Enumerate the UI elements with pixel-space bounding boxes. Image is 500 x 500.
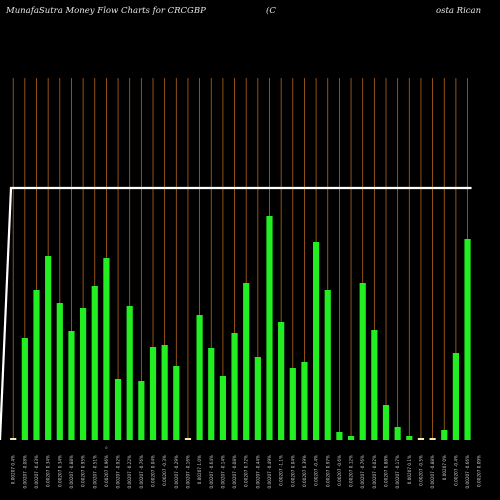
- bar: [91, 286, 98, 440]
- bar: [68, 331, 75, 440]
- bar: [254, 357, 261, 440]
- x-tick-label: 0.00207 -0.08%: [22, 455, 27, 488]
- chart-title-left: MunafaSutra Money Flow Charts for CRCGBP: [6, 6, 206, 16]
- bar: [441, 430, 448, 440]
- bar: [371, 330, 378, 440]
- x-tick-label: 0.00207 -0.29%: [174, 455, 179, 488]
- bar: [382, 405, 390, 440]
- bar: [33, 290, 40, 440]
- x-tick-label: 0.00207 -0.4%: [453, 455, 458, 486]
- chart-title-right: osta Rican: [436, 6, 482, 16]
- x-tick-label: 0.00207 -0.44%: [255, 455, 260, 488]
- bar: [278, 322, 285, 440]
- x-marker-label: 0: [105, 446, 107, 450]
- bar: [347, 436, 355, 440]
- bar: [289, 368, 296, 440]
- bar: [231, 333, 238, 440]
- x-tick-label: 0.00207 0%: [442, 455, 447, 480]
- bar: [243, 283, 250, 440]
- x-tick-label: 0.00207 -1.1%: [279, 455, 284, 486]
- bar: [301, 362, 308, 440]
- bar: [359, 283, 366, 440]
- x-tick-label: 0.00207 0.12%: [349, 455, 354, 487]
- bar: [21, 338, 28, 440]
- x-tick-label: 0.00207 -0.51%: [92, 455, 97, 488]
- x-tick-label: 0.00207 -0.08%: [232, 455, 237, 488]
- bar: [219, 376, 226, 440]
- bar: [161, 345, 168, 440]
- x-tick-label: 0.00207 0.72%: [244, 455, 249, 487]
- bar: [313, 242, 320, 440]
- bar: [394, 427, 401, 440]
- x-tick-label: 0.00207 0.4%: [11, 455, 16, 484]
- x-tick-label: 0.00207 0.39%: [302, 455, 307, 487]
- x-tick-label: 0.00207 -0.4%: [314, 455, 319, 486]
- bar: [452, 353, 459, 440]
- x-tick-label: 0.00207 -0.64%: [209, 455, 214, 488]
- x-tick-label: 0.00207 -0.76%: [360, 455, 365, 488]
- x-tick-label: 0.00207 -0.88%: [69, 455, 74, 488]
- x-tick-label: 0.00207 0.34%: [46, 455, 51, 487]
- bar: [80, 308, 87, 440]
- x-tick-label: 0.00207 -0.43%: [34, 455, 39, 488]
- x-tick-label: 0.00207 0.97%: [325, 455, 330, 487]
- bar: [184, 438, 192, 440]
- x-tick-label: 0.00207 -0.3%: [162, 455, 167, 486]
- bar: [103, 258, 110, 440]
- x-tick-label: 0.00207 0.09%: [477, 455, 482, 487]
- bar: [10, 438, 17, 440]
- x-tick-label: 0.00207 -0.76%: [139, 455, 144, 488]
- bar: [138, 381, 145, 440]
- bar: [324, 290, 331, 440]
- x-tick-label: 0.00207 -0.14%: [220, 455, 225, 488]
- x-tick-label: 0.00207 -0.66%: [465, 455, 470, 488]
- bar: [336, 432, 343, 440]
- x-tick-label: 0.00207 1.0%: [197, 455, 202, 484]
- bar: [266, 216, 273, 440]
- bar: [429, 438, 436, 440]
- money-flow-line: [0, 186, 472, 441]
- x-tick-label: 0.00207 0.88%: [384, 455, 389, 487]
- bar: [149, 347, 157, 440]
- x-tick-label: 0.00207 0.95%: [81, 455, 86, 487]
- bar: [114, 379, 122, 440]
- bar: [406, 436, 413, 440]
- bar: [45, 256, 52, 440]
- x-tick-label: 0.00207 -0.49%: [267, 455, 272, 488]
- bar: [464, 239, 471, 440]
- x-tick-label: 0.00207 -0.6%: [337, 455, 342, 486]
- x-tick-label: 0.00207 0.96%: [104, 455, 109, 487]
- x-tick-label: 0.00207 -0.5%: [418, 455, 423, 486]
- x-tick-label: 0.00207 0.34%: [57, 455, 62, 487]
- bar: [173, 366, 180, 440]
- bar: [417, 438, 425, 440]
- x-tick-label: 0.00207 -0.92%: [116, 455, 121, 488]
- chart-title-mid: (C: [266, 6, 276, 16]
- x-tick-label: 0.00207 -0.88%: [430, 455, 435, 488]
- x-tick-label: 0.00207 0.1%: [407, 455, 412, 484]
- bar: [196, 315, 203, 440]
- x-tick-label: 0.00207 -0.16%: [185, 455, 190, 488]
- x-tick-label: 0.00207 -0.22%: [127, 455, 132, 488]
- bar: [208, 348, 215, 440]
- x-tick-label: 0.00207 -0.17%: [395, 455, 400, 488]
- x-tick-label: 0.00207 0.04%: [151, 455, 156, 487]
- x-tick-label: 0.00207 -0.02%: [372, 455, 377, 488]
- x-tick-label: 0.00207 0.04%: [290, 455, 295, 487]
- bar: [126, 306, 133, 440]
- bar: [56, 303, 63, 440]
